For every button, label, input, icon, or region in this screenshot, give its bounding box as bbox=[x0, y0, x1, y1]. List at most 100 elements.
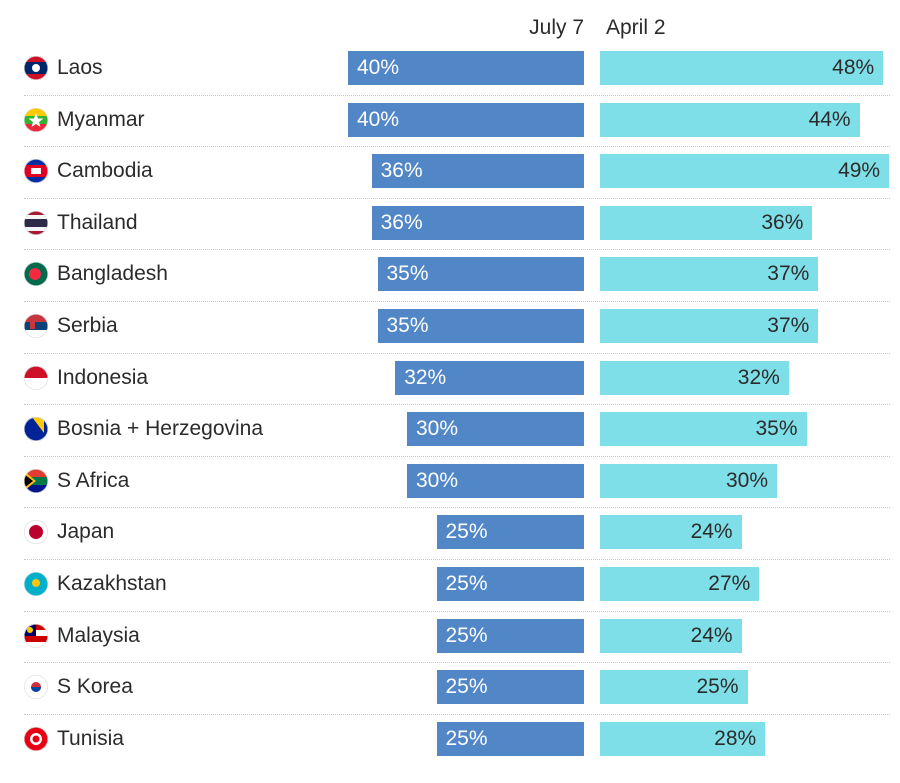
country-label: Kazakhstan bbox=[57, 572, 167, 595]
data-label: 24% bbox=[690, 623, 733, 647]
bar-april-2: 28% bbox=[600, 721, 766, 756]
data-label: 27% bbox=[708, 572, 751, 595]
data-label: 30% bbox=[416, 417, 459, 441]
data-label: 35% bbox=[386, 262, 429, 286]
row-divider bbox=[24, 301, 890, 302]
data-label: 25% bbox=[445, 623, 488, 647]
flag-icon bbox=[24, 572, 48, 596]
country-label: Indonesia bbox=[57, 365, 149, 389]
row-divider bbox=[24, 455, 890, 457]
data-label: 32% bbox=[737, 365, 780, 389]
row-divider bbox=[24, 507, 890, 509]
data-label: 35% bbox=[386, 314, 429, 337]
row-divider bbox=[24, 197, 890, 199]
data-label: 24% bbox=[690, 520, 733, 544]
bar-july-7: 40% bbox=[348, 102, 584, 137]
data-label: 30% bbox=[416, 468, 459, 492]
flag-icon bbox=[24, 365, 48, 390]
data-label: 25% bbox=[696, 675, 739, 699]
bar-april-2: 32% bbox=[600, 360, 789, 395]
bar-july-7: 25% bbox=[436, 618, 584, 653]
flag-icon bbox=[24, 262, 48, 287]
data-label: 35% bbox=[755, 417, 798, 441]
bar-july-7: 25% bbox=[436, 515, 584, 550]
bar-july-7: 35% bbox=[377, 257, 584, 292]
row-divider bbox=[24, 610, 890, 612]
flag-icon bbox=[24, 726, 48, 751]
row-japan: Japan 25% 24% bbox=[0, 507, 900, 559]
country-label: S Korea bbox=[57, 675, 133, 699]
country-label: Laos bbox=[57, 56, 103, 79]
data-label: 25% bbox=[445, 726, 488, 750]
row-tunisia: Tunisia 25% 28% bbox=[0, 713, 900, 766]
data-label: 44% bbox=[808, 107, 851, 131]
bar-april-2: 48% bbox=[600, 51, 884, 85]
flag-icon bbox=[24, 314, 48, 338]
bar-july-7: 30% bbox=[407, 463, 584, 498]
data-label: 37% bbox=[767, 314, 810, 337]
country-label: Bangladesh bbox=[57, 262, 168, 286]
bar-april-2: 35% bbox=[600, 412, 807, 447]
row-divider bbox=[24, 94, 890, 96]
row-bosnia-herzegovina: Bosnia + Herzegovina 30% 35% bbox=[0, 404, 900, 456]
legend-april-2: April 2 bbox=[606, 16, 666, 39]
bar-july-7: 25% bbox=[436, 567, 584, 601]
row-divider bbox=[24, 352, 890, 354]
bar-july-7: 30% bbox=[407, 412, 584, 447]
data-label: 48% bbox=[832, 56, 875, 79]
country-label: Myanmar bbox=[57, 107, 145, 131]
bar-july-7: 36% bbox=[371, 154, 584, 189]
row-divider bbox=[24, 713, 890, 715]
row-divider bbox=[24, 559, 890, 560]
country-label: S Africa bbox=[57, 468, 130, 492]
flag-icon bbox=[24, 56, 48, 80]
row-malaysia: Malaysia 25% 24% bbox=[0, 610, 900, 663]
bar-april-2: 24% bbox=[600, 618, 742, 653]
row-serbia: Serbia 35% 37% bbox=[0, 301, 900, 353]
country-label: Japan bbox=[57, 520, 115, 544]
bar-april-2: 25% bbox=[600, 670, 748, 705]
data-label: 49% bbox=[838, 159, 881, 183]
flag-icon bbox=[24, 623, 48, 648]
flag-icon bbox=[24, 159, 48, 184]
row-indonesia: Indonesia 32% 32% bbox=[0, 352, 900, 405]
bar-april-2: 44% bbox=[600, 102, 860, 137]
row-divider bbox=[24, 146, 890, 148]
bar-july-7: 40% bbox=[348, 51, 584, 85]
bar-july-7: 25% bbox=[436, 721, 584, 756]
flag-icon bbox=[24, 675, 48, 700]
row-kazakhstan: Kazakhstan 25% 27% bbox=[0, 559, 900, 611]
data-label: 37% bbox=[767, 262, 810, 286]
legend-july-7: July 7 bbox=[529, 16, 584, 39]
bar-july-7: 36% bbox=[371, 205, 584, 240]
bar-april-2: 36% bbox=[600, 205, 813, 240]
flag-icon bbox=[24, 417, 48, 442]
bar-april-2: 49% bbox=[600, 154, 890, 189]
bar-april-2: 27% bbox=[600, 567, 760, 601]
country-label: Cambodia bbox=[57, 159, 153, 183]
data-label: 40% bbox=[357, 107, 400, 131]
country-label: Serbia bbox=[57, 314, 118, 337]
row-bangladesh: Bangladesh 35% 37% bbox=[0, 249, 900, 301]
country-label: Tunisia bbox=[57, 726, 124, 750]
data-label: 36% bbox=[380, 159, 423, 183]
bar-july-7: 32% bbox=[395, 360, 584, 395]
flag-icon bbox=[24, 107, 48, 132]
row-s-korea: S Korea 25% 25% bbox=[0, 662, 900, 714]
bar-april-2: 30% bbox=[600, 463, 777, 498]
data-label: 25% bbox=[445, 675, 488, 699]
data-label: 36% bbox=[380, 210, 423, 234]
flag-icon bbox=[24, 468, 48, 493]
flag-icon bbox=[24, 210, 48, 235]
data-label: 40% bbox=[357, 56, 400, 79]
data-label: 36% bbox=[761, 210, 804, 234]
row-thailand: Thailand 36% 36% bbox=[0, 197, 900, 250]
row-s-africa: S Africa 30% 30% bbox=[0, 455, 900, 508]
row-myanmar: Myanmar 40% 44% bbox=[0, 94, 900, 147]
data-label: 30% bbox=[725, 468, 768, 492]
data-label: 25% bbox=[445, 572, 488, 595]
data-label: 25% bbox=[445, 520, 488, 544]
country-label: Malaysia bbox=[57, 623, 140, 647]
bar-july-7: 25% bbox=[436, 670, 584, 705]
